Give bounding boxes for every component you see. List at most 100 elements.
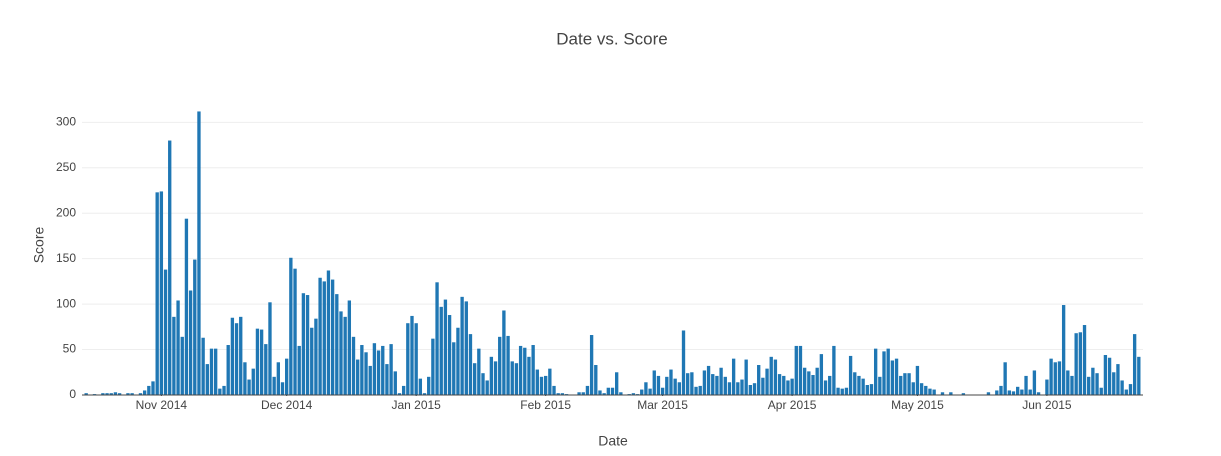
bar [1087,376,1091,395]
bar [1028,389,1032,395]
bar [197,111,201,396]
bar [322,281,326,395]
bar [401,385,406,395]
bar [757,365,761,395]
bar [1049,358,1053,395]
y-tick-label: 50 [63,342,77,356]
bar [1074,333,1078,395]
bar [314,318,318,395]
x-tick-label: Mar 2015 [637,398,688,412]
bar [188,290,193,395]
bar [301,293,306,395]
bar [356,359,360,395]
bar [226,345,230,395]
bar [610,387,615,395]
bar [748,385,753,395]
bar [422,393,427,395]
bar [706,365,711,395]
bar [811,375,815,395]
y-tick-label: 0 [69,387,76,401]
bar [155,192,159,395]
bar [986,392,991,395]
bar [581,392,585,395]
bar [410,315,414,395]
bar [844,387,849,395]
bar [857,375,861,395]
bar [397,393,402,395]
x-tick-label: Nov 2014 [136,398,188,412]
bar [899,375,903,395]
bar [372,343,377,395]
bar [247,379,251,395]
bar [1128,384,1133,395]
bar [744,359,748,395]
bar [234,323,239,395]
bar [690,372,694,395]
bar [648,388,652,395]
bar [594,365,598,395]
bar [777,374,782,395]
bar [1078,332,1083,395]
bar [243,362,247,395]
bar [1070,375,1074,395]
bar [619,392,623,395]
bar [523,347,527,395]
bar [606,387,610,395]
bar [431,338,435,395]
bar [506,335,510,395]
bar [807,371,811,395]
x-tick-label: May 2015 [891,398,944,412]
bar [443,299,448,395]
bar [389,344,393,395]
bar [255,328,260,395]
bar [882,351,886,395]
bar [477,348,481,395]
bar [782,375,786,395]
bar [995,390,999,395]
bar [351,336,356,395]
y-tick-label: 100 [56,296,76,310]
bar [702,370,707,395]
bar [560,393,565,395]
bar [126,393,130,395]
bar [1032,370,1037,395]
bar [656,375,661,395]
bar [640,389,644,395]
bar [172,316,176,395]
bar [539,376,544,395]
bar [376,350,381,395]
bar [869,384,874,395]
bar [665,376,669,395]
bar [615,372,619,395]
bar [1099,387,1103,395]
bar [109,393,113,395]
bar [318,277,322,395]
bar [251,368,255,395]
bar [163,269,168,395]
bar [201,337,205,395]
bar [310,327,314,395]
bar [472,363,477,395]
bar [719,367,723,395]
bar [1095,373,1099,395]
bar [932,389,936,395]
bar [339,311,343,395]
bar [940,392,945,395]
bar [285,358,289,395]
bar [205,364,209,395]
bar [802,367,807,395]
bar [853,372,857,395]
bar [631,393,636,395]
bar [305,295,310,395]
bar [510,361,514,395]
bar [381,345,385,395]
bar [660,387,665,395]
chart-title: Date vs. Score [556,29,668,48]
bar [1016,386,1020,395]
bar [686,373,690,395]
bar [1091,367,1095,395]
x-tick-label: Jun 2015 [1022,398,1072,412]
bar [878,376,882,395]
bar [727,382,732,395]
